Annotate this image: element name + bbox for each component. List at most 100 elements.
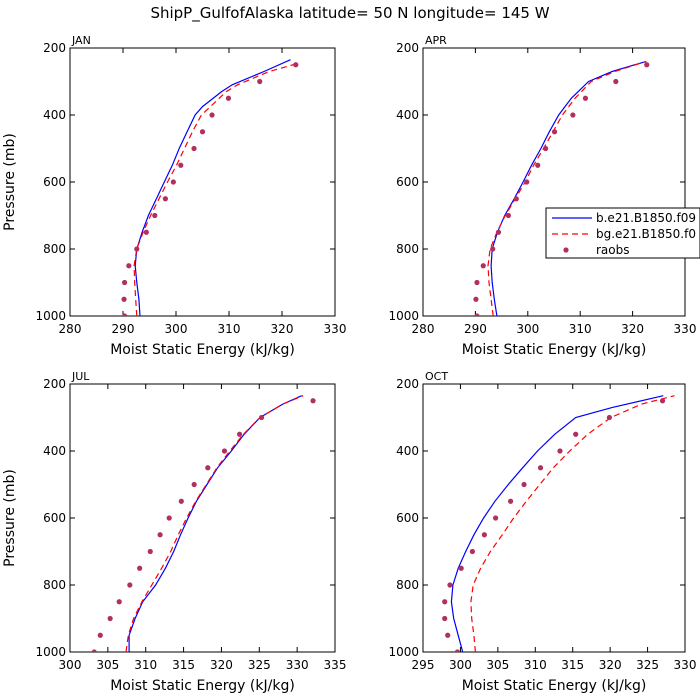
y-tick-label: 400 — [43, 108, 66, 122]
raobs-point — [573, 431, 579, 437]
raobs-point — [493, 515, 499, 521]
panel-oct: OCT 295 300 305 310 315 320 325 330 200 400 600 800 1… — [388, 370, 696, 694]
panel-jul: JUL 300 305 310 315 320 325 330 335 200 400 600 800 1… — [2, 370, 346, 694]
y-tick-label: 1000 — [35, 645, 66, 659]
x-axis-label: Moist Static Energy (kJ/kg) — [462, 678, 647, 694]
y-tick-label: 800 — [43, 578, 66, 592]
raobs-point — [152, 212, 158, 219]
raobs-point — [507, 498, 514, 504]
x-tick-label: 325 — [636, 658, 659, 672]
raobs-point — [474, 279, 480, 286]
legend-marker-dot — [563, 247, 569, 253]
raobs-point — [613, 78, 619, 85]
raobs-point — [116, 599, 122, 605]
y-tick-label: 400 — [396, 108, 419, 122]
raobs-point — [170, 179, 176, 185]
raobs-point — [606, 414, 612, 421]
raobs-point — [582, 95, 589, 101]
raobs-point — [442, 615, 448, 622]
raobs-point — [147, 548, 153, 555]
raobs-point — [659, 398, 666, 404]
raobs-point — [310, 398, 316, 404]
x-tick-label: 300 — [165, 322, 188, 336]
raobs-point — [162, 196, 168, 202]
y-tick-label: 600 — [396, 511, 419, 525]
y-tick-label: 200 — [396, 41, 419, 55]
raobs-point — [257, 78, 263, 85]
raobs-point — [178, 498, 184, 504]
raobs-point — [143, 229, 149, 235]
y-tick-label: 1000 — [388, 645, 419, 659]
x-tick-label: 330 — [674, 322, 697, 336]
raobs-point — [258, 414, 265, 421]
legend-label: b.e21.B1850.f09 — [596, 211, 696, 225]
raobs-point — [473, 296, 479, 302]
panel-label: APR — [425, 34, 447, 47]
legend-label: bg.e21.B1850.f0 — [596, 227, 696, 241]
raobs-point — [551, 129, 558, 135]
raobs-point — [535, 162, 541, 168]
raobs-point — [225, 95, 232, 101]
x-tick-label: 330 — [286, 658, 309, 672]
x-tick-label: 310 — [569, 322, 592, 336]
panel-apr: APR 280 290 300 310 320 330 200 400 600 800 1000 Moi… — [388, 34, 696, 358]
x-axis-label: Moist Static Energy (kJ/kg) — [462, 342, 647, 358]
legend: b.e21.B1850.f09 bg.e21.B1850.f0 raobs — [545, 207, 700, 259]
series-group — [473, 60, 650, 316]
raobs-point — [543, 145, 549, 152]
panel-jan: JAN 280 290 300 310 320 330 200 400 600 800 1000 Moi… — [2, 34, 346, 358]
series-group — [121, 59, 300, 316]
raobs-point — [126, 263, 132, 269]
raobs-point — [447, 582, 453, 588]
x-tick-label: 310 — [134, 658, 157, 672]
y-tick-label: 400 — [396, 444, 419, 458]
x-tick-label: 325 — [248, 658, 271, 672]
raobs-point — [570, 112, 576, 118]
panel-label: JUL — [71, 370, 90, 383]
series-line-b — [490, 60, 647, 316]
chart-panels: JAN 280 290 300 310 320 330 200 400 600 800 1000 Moi… — [2, 34, 696, 694]
y-tick-label: 200 — [43, 377, 66, 391]
y-tick-label: 800 — [396, 242, 419, 256]
raobs-point — [209, 112, 215, 118]
panel-label: JAN — [71, 34, 91, 47]
x-axis-label: Moist Static Energy (kJ/kg) — [110, 342, 295, 358]
x-tick-label: 305 — [96, 658, 119, 672]
raobs-point — [454, 649, 461, 652]
x-tick-label: 310 — [218, 322, 241, 336]
raobs-point — [134, 246, 140, 252]
raobs-point — [166, 515, 172, 521]
raobs-point — [205, 465, 211, 471]
x-axis-label: Moist Static Energy (kJ/kg) — [110, 678, 295, 694]
x-tick-label: 305 — [486, 658, 509, 672]
y-tick-label: 1000 — [35, 309, 66, 323]
series-line-bg — [470, 395, 675, 652]
x-tick-label: 290 — [112, 322, 135, 336]
raobs-point — [127, 582, 133, 588]
x-tick-label: 300 — [449, 658, 472, 672]
raobs-point — [137, 565, 143, 571]
raobs-point — [495, 229, 502, 235]
y-tick-label: 1000 — [388, 309, 419, 323]
series-line-b — [450, 395, 664, 652]
series-group — [91, 395, 316, 652]
plot-frame — [422, 47, 686, 317]
raobs-point — [480, 263, 486, 269]
plot-frame — [69, 47, 336, 317]
raobs-point — [524, 179, 530, 185]
series-line-bg — [487, 60, 647, 316]
raobs-point — [481, 532, 487, 538]
series-line-bg — [133, 62, 300, 316]
raobs-point — [191, 145, 197, 152]
x-tick-label: 330 — [674, 658, 697, 672]
raobs-point — [121, 313, 128, 316]
x-tick-label: 280 — [412, 322, 435, 336]
raobs-point — [107, 615, 113, 622]
raobs-point — [490, 246, 496, 252]
y-tick-label: 800 — [43, 242, 66, 256]
raobs-point — [458, 565, 464, 571]
x-tick-label: 320 — [621, 322, 644, 336]
raobs-point — [91, 649, 97, 652]
y-tick-label: 200 — [396, 377, 419, 391]
x-tick-label: 300 — [516, 322, 539, 336]
